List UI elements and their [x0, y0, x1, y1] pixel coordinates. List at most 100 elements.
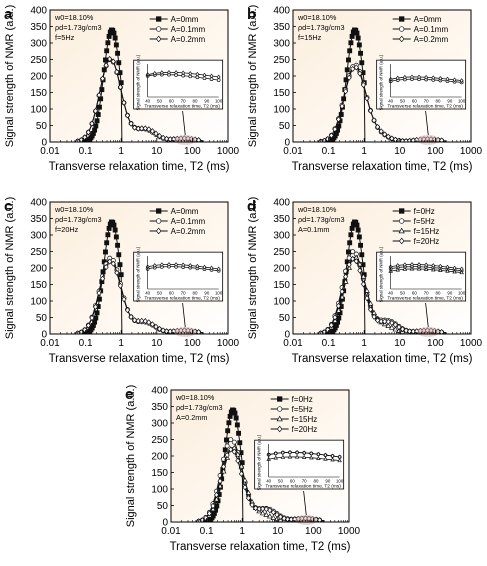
inset-x-tick-label: 80	[193, 99, 198, 104]
legend-label: f=5Hz	[414, 217, 435, 226]
series-point	[95, 112, 101, 117]
series-point	[94, 310, 100, 316]
x-tick-label: 1000	[217, 146, 240, 157]
inset-series-point	[302, 450, 307, 456]
x-tick-label: 0.01	[40, 146, 60, 157]
param-annotation: f=5Hz	[55, 33, 75, 42]
series-point	[160, 327, 166, 334]
series-point	[364, 295, 370, 302]
inset-series-point	[410, 74, 414, 80]
series-point	[439, 137, 445, 142]
inset-series-point	[459, 270, 464, 275]
legend-marker	[398, 227, 405, 234]
inset-series-point	[316, 451, 321, 457]
series-point	[231, 448, 237, 455]
inset-series-point	[202, 72, 207, 78]
series-point	[367, 300, 374, 306]
param-annotation: ρd=1.73g/cm3	[298, 23, 345, 32]
series-point	[232, 410, 238, 416]
inset-series-point	[417, 74, 422, 80]
legend-label: f=15Hz	[292, 415, 318, 424]
series-point	[385, 322, 392, 328]
inset-series-point	[287, 454, 293, 459]
series-point	[226, 420, 232, 426]
inset-series-point	[309, 451, 314, 456]
series-point	[277, 513, 284, 520]
legend-marker	[399, 16, 405, 22]
inset-frame	[376, 251, 467, 302]
series-point	[142, 125, 148, 132]
inset-series-point	[459, 266, 464, 272]
series-point	[249, 501, 255, 509]
inset-x-tick-label: 80	[193, 291, 198, 296]
inset-series-point	[273, 455, 279, 460]
series-point	[392, 321, 398, 328]
param-annotation: f=20Hz	[55, 225, 79, 234]
series-point	[378, 318, 384, 325]
series-point	[103, 62, 109, 69]
series-point	[132, 124, 138, 131]
inset-series-point	[410, 262, 414, 267]
panel-letter: b	[247, 6, 257, 23]
y-tick-label: 0	[284, 137, 290, 148]
series-point	[92, 319, 98, 325]
inset-x-tick-label: 100	[215, 99, 223, 104]
inset-x-axis-label: Transverse relaxation time, T2 (ms)	[387, 104, 463, 110]
y-tick-label: 50	[36, 121, 48, 132]
series-point	[85, 129, 91, 136]
series-point	[213, 491, 220, 498]
chart-panel-b: 0 50 100 150 200 250 300 350 400 0.01 0.1 1 10 100 100…	[247, 5, 483, 173]
series-point	[399, 326, 406, 333]
series-point	[382, 318, 388, 325]
x-tick-label: 1	[239, 526, 245, 537]
legend-marker	[399, 208, 405, 214]
inset-x-tick-label: 50	[400, 99, 405, 104]
inset-series-point	[337, 454, 342, 460]
inset-x-tick-label: 70	[424, 291, 429, 296]
inset-series-point	[301, 454, 307, 459]
series-point	[439, 329, 445, 334]
inset-x-tick-label: 40	[266, 479, 271, 484]
inset-series-point	[409, 266, 415, 271]
inset-x-tick-label: 80	[314, 479, 319, 484]
x-tick-label: 10	[394, 338, 406, 349]
series-point	[100, 275, 106, 282]
series-point	[364, 287, 370, 293]
series-point	[350, 255, 356, 262]
x-tick-label: 100	[427, 146, 444, 157]
y-axis-label: Signal strength of NMR (a.u.)	[247, 197, 259, 339]
zoom-region	[417, 135, 440, 146]
inset-series-point	[395, 75, 400, 81]
series-point	[385, 133, 391, 140]
series-point	[270, 509, 276, 516]
inset-series-point	[402, 74, 407, 80]
series-point	[149, 321, 155, 328]
series-point	[139, 125, 145, 132]
inset-series-point	[424, 74, 429, 80]
series-point	[396, 324, 402, 331]
inset-series-point	[174, 262, 179, 267]
y-tick-label: 150	[30, 280, 47, 291]
series-point	[164, 135, 170, 142]
y-axis-label: Signal strength of NMR (a.u.)	[125, 385, 137, 527]
y-tick-label: 350	[273, 22, 290, 33]
param-annotation: A=0.1mm	[298, 225, 329, 234]
y-axis-label: Signal strength of NMR (a.u.)	[247, 5, 259, 147]
inset-series-point	[167, 70, 171, 75]
series-point	[118, 272, 124, 278]
inset-series-point	[431, 75, 436, 81]
inset-x-tick-label: 40	[145, 99, 150, 104]
series-point	[116, 252, 122, 258]
zoom-arrow	[182, 302, 186, 328]
y-tick-label: 300	[30, 38, 47, 49]
param-annotation: ρd=1.73g/cm3	[55, 23, 102, 32]
y-tick-label: 300	[273, 230, 290, 241]
x-tick-label: 1000	[217, 338, 240, 349]
series-point	[115, 242, 121, 248]
series-point	[114, 269, 120, 276]
x-axis-label: Transverse relaxation time, T2 (ms)	[49, 161, 230, 173]
series-point	[348, 40, 354, 46]
series-point	[371, 313, 377, 320]
series-point	[328, 132, 334, 139]
inset-series-point	[459, 78, 464, 83]
